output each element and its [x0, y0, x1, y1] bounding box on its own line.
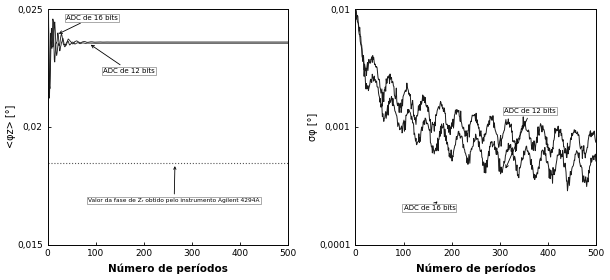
X-axis label: Número de períodos: Número de períodos [108, 264, 228, 274]
Text: ADC de 12 bits: ADC de 12 bits [92, 45, 154, 74]
Text: ADC de 16 bits: ADC de 16 bits [60, 15, 118, 33]
X-axis label: Número de períodos: Número de períodos [415, 264, 536, 274]
Text: ADC de 12 bits: ADC de 12 bits [504, 108, 556, 168]
Text: ADC de 16 bits: ADC de 16 bits [403, 202, 456, 211]
Y-axis label: <φz> [°]: <φz> [°] [5, 105, 16, 148]
Text: Valor da fase de Zᵣ obtido pelo instrumento Agilent 4294A: Valor da fase de Zᵣ obtido pelo instrume… [88, 167, 260, 203]
Y-axis label: σφ [°]: σφ [°] [307, 113, 318, 141]
